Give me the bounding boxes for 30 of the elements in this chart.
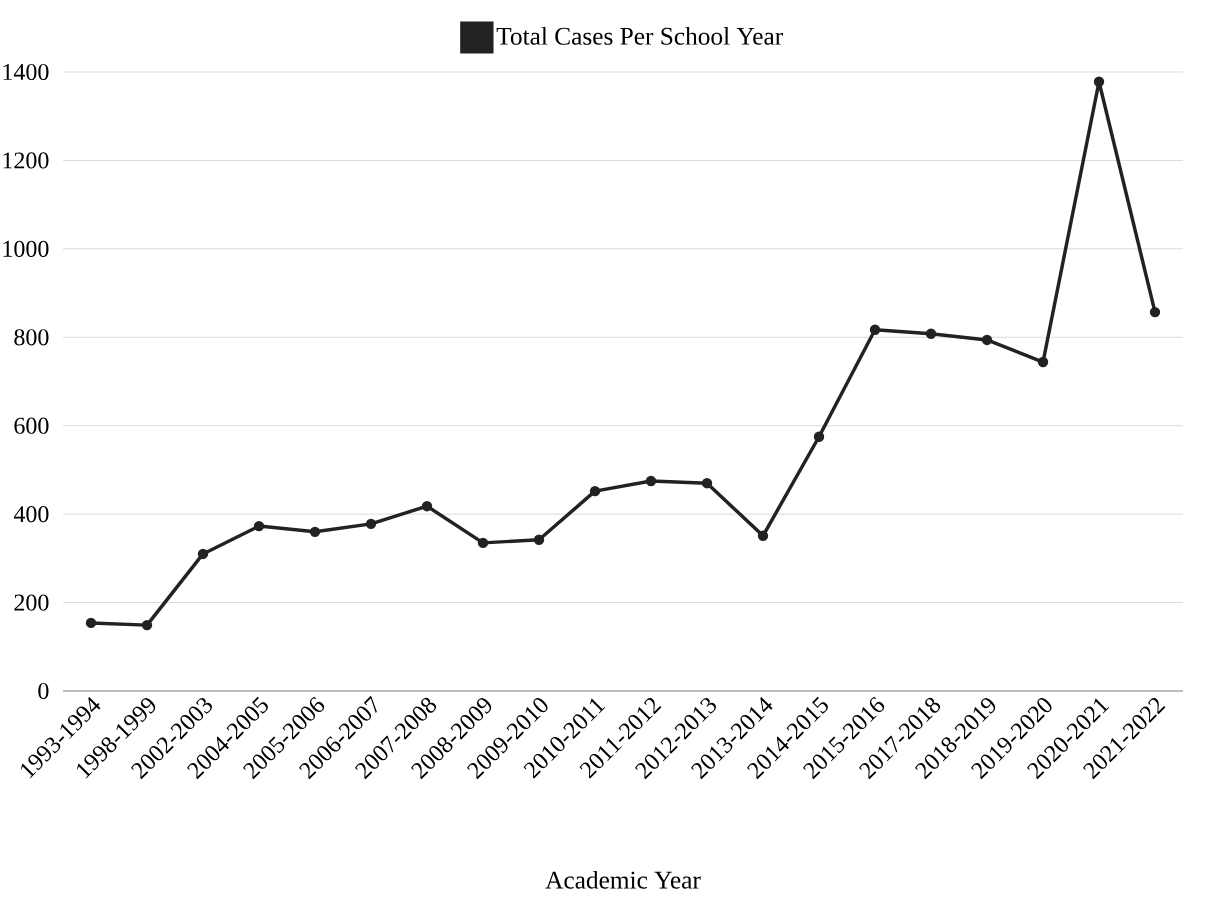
point bbox=[197, 548, 209, 560]
point bbox=[477, 537, 489, 549]
y-tick-label: 1400 bbox=[3, 63, 49, 81]
point bbox=[925, 328, 937, 339]
point bbox=[309, 526, 321, 538]
x-axis-title: Academic Year bbox=[545, 870, 701, 889]
point bbox=[869, 324, 881, 335]
point bbox=[1037, 356, 1049, 368]
point bbox=[1093, 76, 1105, 87]
y-tick-label: 800 bbox=[14, 329, 49, 346]
point bbox=[757, 530, 769, 542]
point bbox=[253, 520, 265, 532]
y-tick-label: 200 bbox=[14, 594, 49, 611]
point bbox=[365, 518, 377, 530]
y-tick-label: 400 bbox=[13, 506, 49, 523]
point bbox=[701, 477, 713, 489]
y-tick-label: 1000 bbox=[3, 240, 49, 257]
point bbox=[589, 485, 601, 497]
point bbox=[981, 334, 993, 346]
point bbox=[85, 617, 97, 629]
point bbox=[813, 431, 825, 442]
y-tick-label: 1200 bbox=[3, 152, 49, 169]
y-tick-label: 0 bbox=[38, 682, 49, 700]
point bbox=[1149, 306, 1161, 318]
point bbox=[533, 534, 545, 545]
point bbox=[645, 475, 657, 487]
legend-label: Total Cases Per School Year bbox=[496, 27, 783, 45]
y-tick-label: 600 bbox=[14, 417, 49, 434]
point bbox=[141, 619, 153, 631]
point bbox=[421, 500, 433, 512]
